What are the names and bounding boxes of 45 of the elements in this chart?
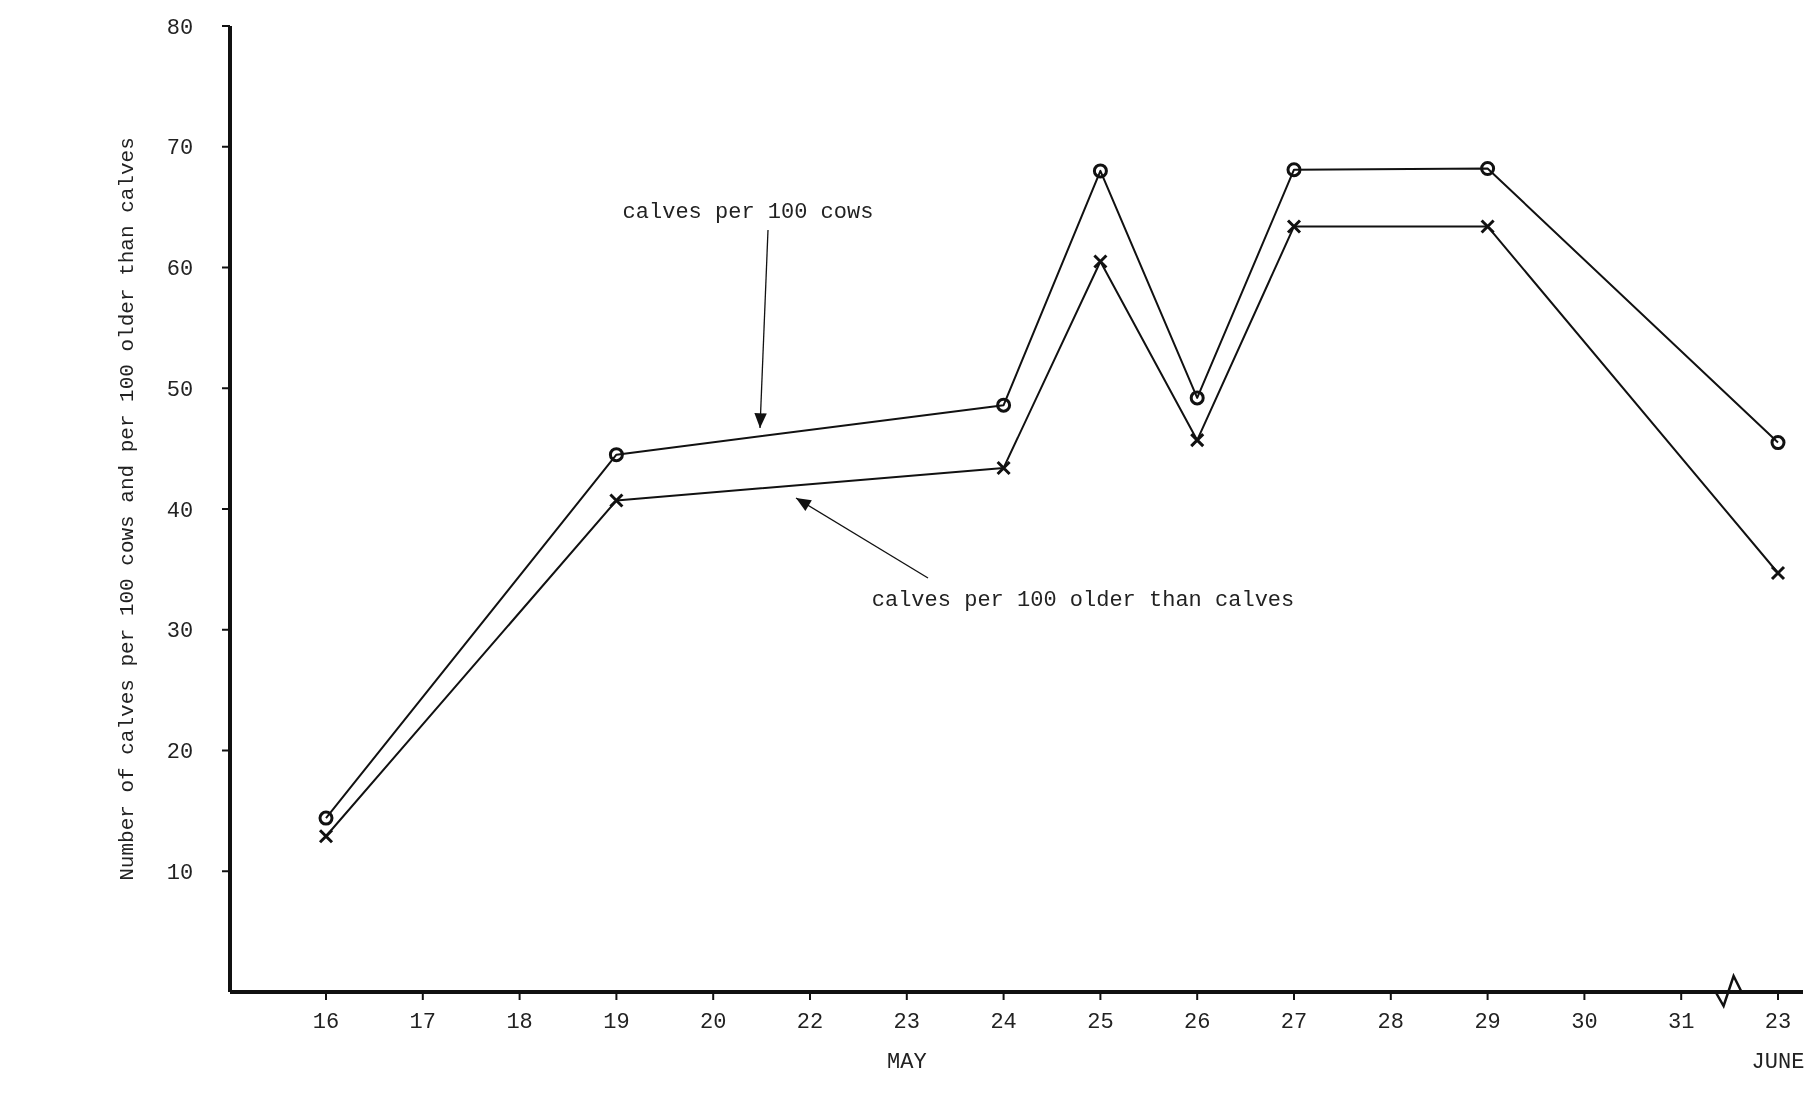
x-tick-label: 30 [1571, 1010, 1598, 1035]
y-tick-label: 40 [166, 498, 194, 524]
point [1770, 435, 1786, 451]
text: JUNE [1751, 1050, 1805, 1075]
x-tick-label: 23 [893, 1010, 920, 1035]
x-tick-label: 16 [312, 1010, 340, 1035]
y-axis-title: Number of calves per 100 cows and per 100 older than calves [116, 137, 139, 881]
x-tick-label: 23 [1764, 1010, 1792, 1035]
y-tick-label: 60 [166, 257, 194, 283]
point [608, 493, 624, 509]
point [1189, 432, 1205, 448]
x-tick-label: 28 [1377, 1010, 1404, 1035]
point [1286, 162, 1302, 178]
point [1092, 163, 1108, 179]
point [1480, 218, 1496, 234]
x-tick-label: 24 [990, 1010, 1017, 1035]
point [996, 460, 1012, 476]
x-tick-label: 19 [603, 1010, 630, 1035]
point [608, 447, 624, 463]
y-tick-label: 10 [166, 860, 194, 886]
y-tick-label: 80 [166, 15, 194, 41]
x-tick-label: 20 [700, 1010, 727, 1035]
point [1092, 253, 1108, 269]
annotation: calves per 100 older than calves [871, 588, 1295, 613]
y-tick-label: 30 [166, 619, 194, 645]
text: MAY [887, 1050, 927, 1075]
point [996, 397, 1012, 413]
point [318, 828, 334, 844]
x-tick-label: 17 [409, 1010, 436, 1035]
y-tick-label: 20 [166, 740, 194, 766]
x-tick-label: 25 [1087, 1010, 1114, 1035]
point [1770, 565, 1786, 581]
y-tick-label: 50 [166, 377, 194, 403]
x-tick-label: 22 [796, 1010, 824, 1035]
point [318, 810, 334, 826]
x-tick-label: 29 [1474, 1010, 1501, 1035]
point [1189, 390, 1205, 406]
x-tick-label: 27 [1280, 1010, 1308, 1035]
x-tick-label: 26 [1184, 1010, 1211, 1035]
annotation: calves per 100 cows [622, 200, 874, 225]
x-tick-label: 31 [1668, 1010, 1695, 1035]
x-tick-label: 18 [506, 1010, 533, 1035]
y-tick-label: 70 [166, 136, 194, 162]
point [1286, 218, 1302, 234]
point [1480, 160, 1496, 176]
